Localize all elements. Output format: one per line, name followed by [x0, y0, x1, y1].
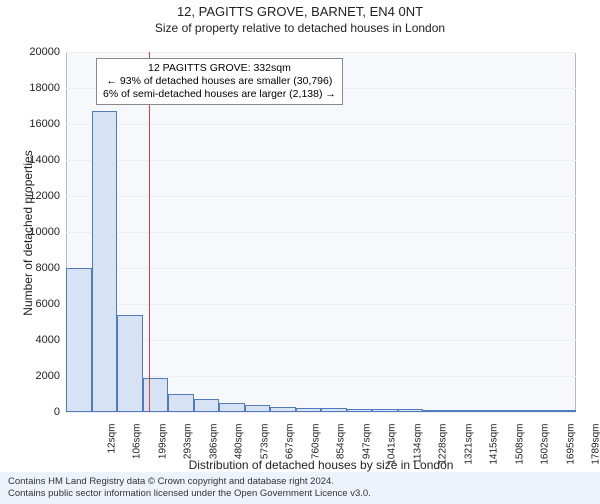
histogram-bar: [372, 409, 398, 412]
histogram-bar: [474, 410, 500, 412]
annotation-line: 12 PAGITTS GROVE: 332sqm: [103, 62, 336, 75]
histogram-bar: [551, 410, 577, 412]
histogram-bar: [219, 403, 245, 412]
subtitle: Size of property relative to detached ho…: [0, 21, 600, 35]
annotation-line: ← 93% of detached houses are smaller (30…: [103, 75, 336, 88]
histogram-bar: [92, 111, 118, 412]
footer: Contains HM Land Registry data © Crown c…: [0, 472, 600, 504]
histogram-bar: [296, 408, 322, 413]
gridline: [66, 412, 576, 413]
histogram-bar: [66, 268, 92, 412]
ytick-label: 20000: [16, 46, 60, 58]
histogram-bar: [525, 410, 551, 412]
histogram-bar: [245, 405, 271, 412]
chart-area: 0200040006000800010000120001400016000180…: [66, 52, 576, 412]
histogram-bar: [168, 394, 194, 412]
x-axis-label: Distribution of detached houses by size …: [66, 458, 576, 472]
ytick-label: 2000: [16, 370, 60, 382]
ytick-label: 0: [16, 406, 60, 418]
gridline: [66, 232, 576, 233]
annotation-box: 12 PAGITTS GROVE: 332sqm← 93% of detache…: [96, 58, 343, 105]
annotation-line: 6% of semi-detached houses are larger (2…: [103, 88, 336, 101]
ytick-label: 16000: [16, 118, 60, 130]
gridline: [66, 52, 576, 53]
histogram-bar: [117, 315, 143, 412]
gridline: [66, 124, 576, 125]
reference-line: [149, 52, 150, 412]
histogram-bar: [423, 410, 449, 412]
histogram-bar: [194, 399, 220, 412]
footer-line-1: Contains HM Land Registry data © Crown c…: [8, 476, 592, 488]
gridline: [66, 340, 576, 341]
ytick-label: 18000: [16, 82, 60, 94]
y-axis-label: Number of detached properties: [21, 133, 35, 333]
gridline: [66, 160, 576, 161]
histogram-bar: [449, 410, 475, 412]
gridline: [66, 196, 576, 197]
ytick-label: 4000: [16, 334, 60, 346]
histogram-bar: [398, 409, 424, 412]
footer-line-2: Contains public sector information licen…: [8, 488, 592, 500]
gridline: [66, 268, 576, 269]
gridline: [66, 304, 576, 305]
histogram-bar: [321, 408, 347, 412]
chart-container: 12, PAGITTS GROVE, BARNET, EN4 0NT Size …: [0, 4, 600, 504]
histogram-bar: [143, 378, 169, 412]
histogram-bar: [270, 407, 296, 412]
histogram-bar: [500, 410, 526, 412]
plot-area: 0200040006000800010000120001400016000180…: [66, 52, 576, 412]
histogram-bar: [347, 409, 373, 412]
title: 12, PAGITTS GROVE, BARNET, EN4 0NT: [0, 4, 600, 19]
xtick-label: 1789sqm: [591, 424, 600, 468]
